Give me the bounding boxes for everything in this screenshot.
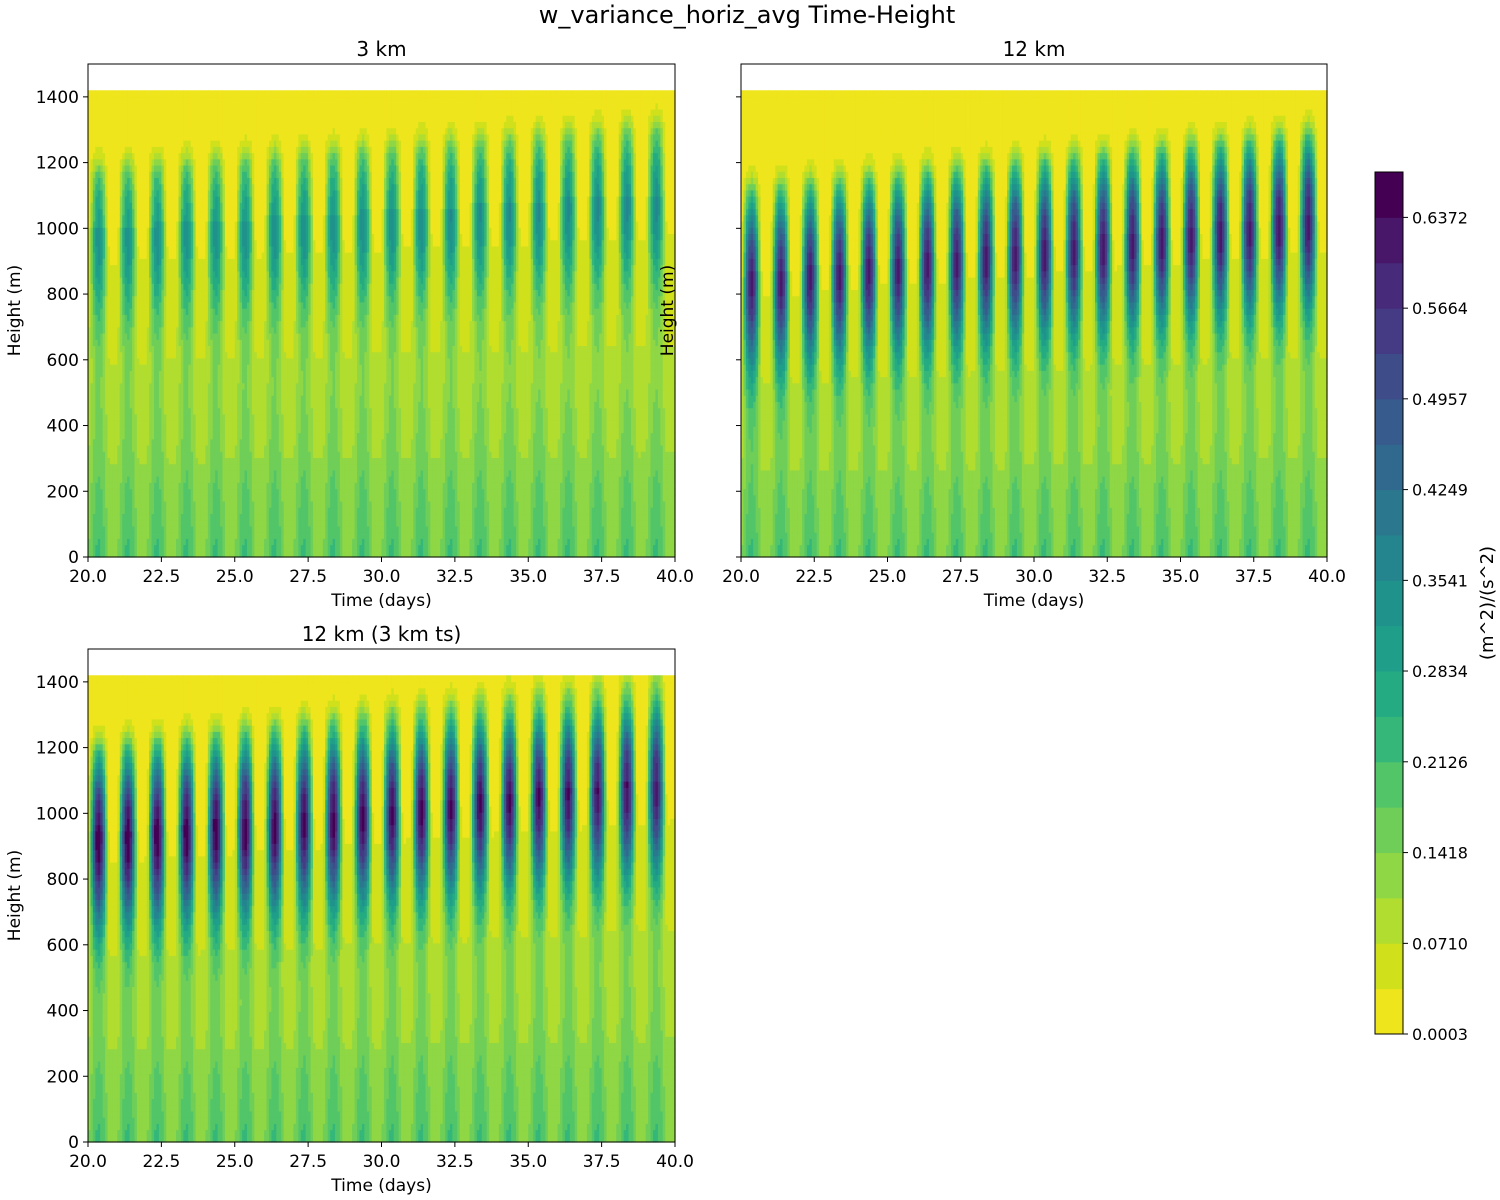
heatmap-cells xyxy=(88,90,676,557)
figure-canvas: 3 km20.0 22.5 25.0 27.5 30.0 32.5 35.0 37.5 40.0… xyxy=(0,0,1500,1200)
